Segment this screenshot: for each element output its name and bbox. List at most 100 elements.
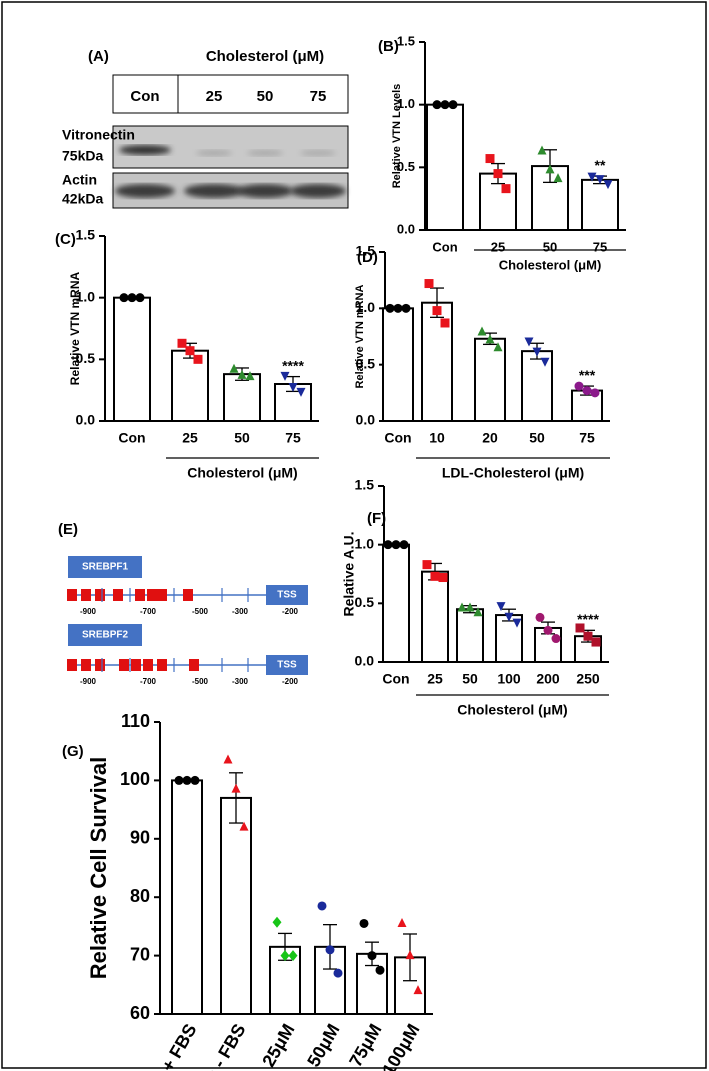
point xyxy=(493,169,503,179)
point xyxy=(591,637,601,647)
bar-chart: (C) Relative VTN mRNA 0.0 0.5 1.0 1.5 Con 25 50 7… xyxy=(55,227,319,481)
x-tick-label: 100 xyxy=(497,671,521,687)
panel-label: (F) xyxy=(367,510,386,527)
y-tick-label: 60 xyxy=(130,1003,150,1023)
y-tick-label: 1.0 xyxy=(356,299,376,315)
y-tick-label: 1.5 xyxy=(76,227,96,243)
point xyxy=(325,945,335,955)
group-label: Cholesterol (μM) xyxy=(499,257,602,272)
point xyxy=(135,293,145,303)
bar xyxy=(113,296,151,422)
site xyxy=(157,589,167,601)
row-label: 42kDa xyxy=(62,191,103,207)
y-tick-label: 1.0 xyxy=(397,96,415,111)
point xyxy=(239,821,249,831)
lane-box xyxy=(112,74,349,114)
significance: ** xyxy=(595,157,606,173)
point xyxy=(391,540,401,550)
point xyxy=(177,338,187,348)
significance: *** xyxy=(579,367,596,383)
bar xyxy=(171,349,209,423)
point xyxy=(432,306,442,316)
point xyxy=(193,354,203,364)
site xyxy=(143,659,153,671)
x-tick-label: 25 xyxy=(427,671,443,687)
position-label: -200 xyxy=(282,607,299,616)
band xyxy=(115,184,175,198)
lane-label: 75 xyxy=(310,88,327,105)
y-tick-label: 0.5 xyxy=(355,594,375,610)
row-label: 75kDa xyxy=(62,148,103,164)
binding-sites xyxy=(67,588,249,672)
y-tick-label: 1.5 xyxy=(355,477,375,493)
y-tick-label: 0.0 xyxy=(76,412,96,428)
point xyxy=(223,754,233,764)
point xyxy=(375,965,385,975)
point xyxy=(465,602,475,612)
point xyxy=(127,293,137,303)
point xyxy=(493,342,503,352)
point xyxy=(367,951,377,961)
point xyxy=(422,560,432,570)
significance: **** xyxy=(282,357,304,373)
panel-label: (C) xyxy=(55,231,76,248)
panel-a: (A) Cholesterol (μM) Con 25 50 75 Vitron… xyxy=(62,48,349,209)
group-label: Cholesterol (μM) xyxy=(187,465,297,481)
y-tick-label: 1.0 xyxy=(355,535,375,551)
tss-label: TSS xyxy=(277,590,297,601)
treatment-label: Cholesterol (μM) xyxy=(206,48,324,65)
point xyxy=(440,100,450,110)
error-bar xyxy=(229,772,243,824)
bar xyxy=(220,796,252,1015)
site xyxy=(67,589,77,601)
point xyxy=(583,631,593,641)
tss-label: TSS xyxy=(277,660,297,671)
bar xyxy=(521,350,553,422)
site xyxy=(67,659,77,671)
charts: (B) Relative VTN Levels 0.0 0.5 1.0 1.5 Con 25 5… xyxy=(55,33,626,1071)
bar-chart: (B) Relative VTN Levels 0.0 0.5 1.0 1.5 Con 25 5… xyxy=(378,33,626,272)
point xyxy=(477,326,487,336)
point xyxy=(231,783,241,793)
y-axis-label: Relative VTN Levels xyxy=(391,84,403,189)
band xyxy=(196,150,232,156)
panel-e: (E) SREBPF1 TSS -900 -700 -500 -300 -200… xyxy=(58,521,308,686)
point xyxy=(448,100,458,110)
position-label: -700 xyxy=(140,607,157,616)
lane-label: 50 xyxy=(257,88,274,105)
point xyxy=(432,100,442,110)
x-tick-label: 75 xyxy=(579,430,595,446)
point xyxy=(245,371,255,381)
position-label: -900 xyxy=(80,677,97,686)
factor-label: SREBPF2 xyxy=(82,630,129,641)
point xyxy=(524,337,534,347)
significance: **** xyxy=(577,611,599,627)
point xyxy=(543,625,553,635)
point xyxy=(424,279,434,289)
point xyxy=(359,918,369,928)
lane-label: Con xyxy=(130,88,159,105)
point xyxy=(393,303,403,313)
bar-chart: (D) Relative VTN mRNA 0.0 0.5 1.0 1.5 Con 10 20 5… xyxy=(354,243,610,481)
point xyxy=(512,618,522,628)
bar xyxy=(382,543,410,664)
point xyxy=(575,623,585,633)
point xyxy=(540,357,550,367)
x-tick-label: 50 xyxy=(234,430,250,446)
point xyxy=(296,387,306,397)
point xyxy=(280,371,290,381)
site xyxy=(183,589,193,601)
bar xyxy=(421,570,449,663)
point xyxy=(587,172,597,182)
site xyxy=(95,589,105,601)
site xyxy=(119,659,129,671)
y-tick-label: 0.5 xyxy=(76,350,96,366)
y-tick-label: 1.5 xyxy=(356,243,376,259)
point xyxy=(174,775,184,785)
x-tick-label: 50 xyxy=(543,239,557,254)
panel-label: (A) xyxy=(88,48,109,65)
y-tick-label: 1.0 xyxy=(76,288,96,304)
point xyxy=(590,388,600,398)
band xyxy=(300,150,336,156)
point xyxy=(119,293,129,303)
